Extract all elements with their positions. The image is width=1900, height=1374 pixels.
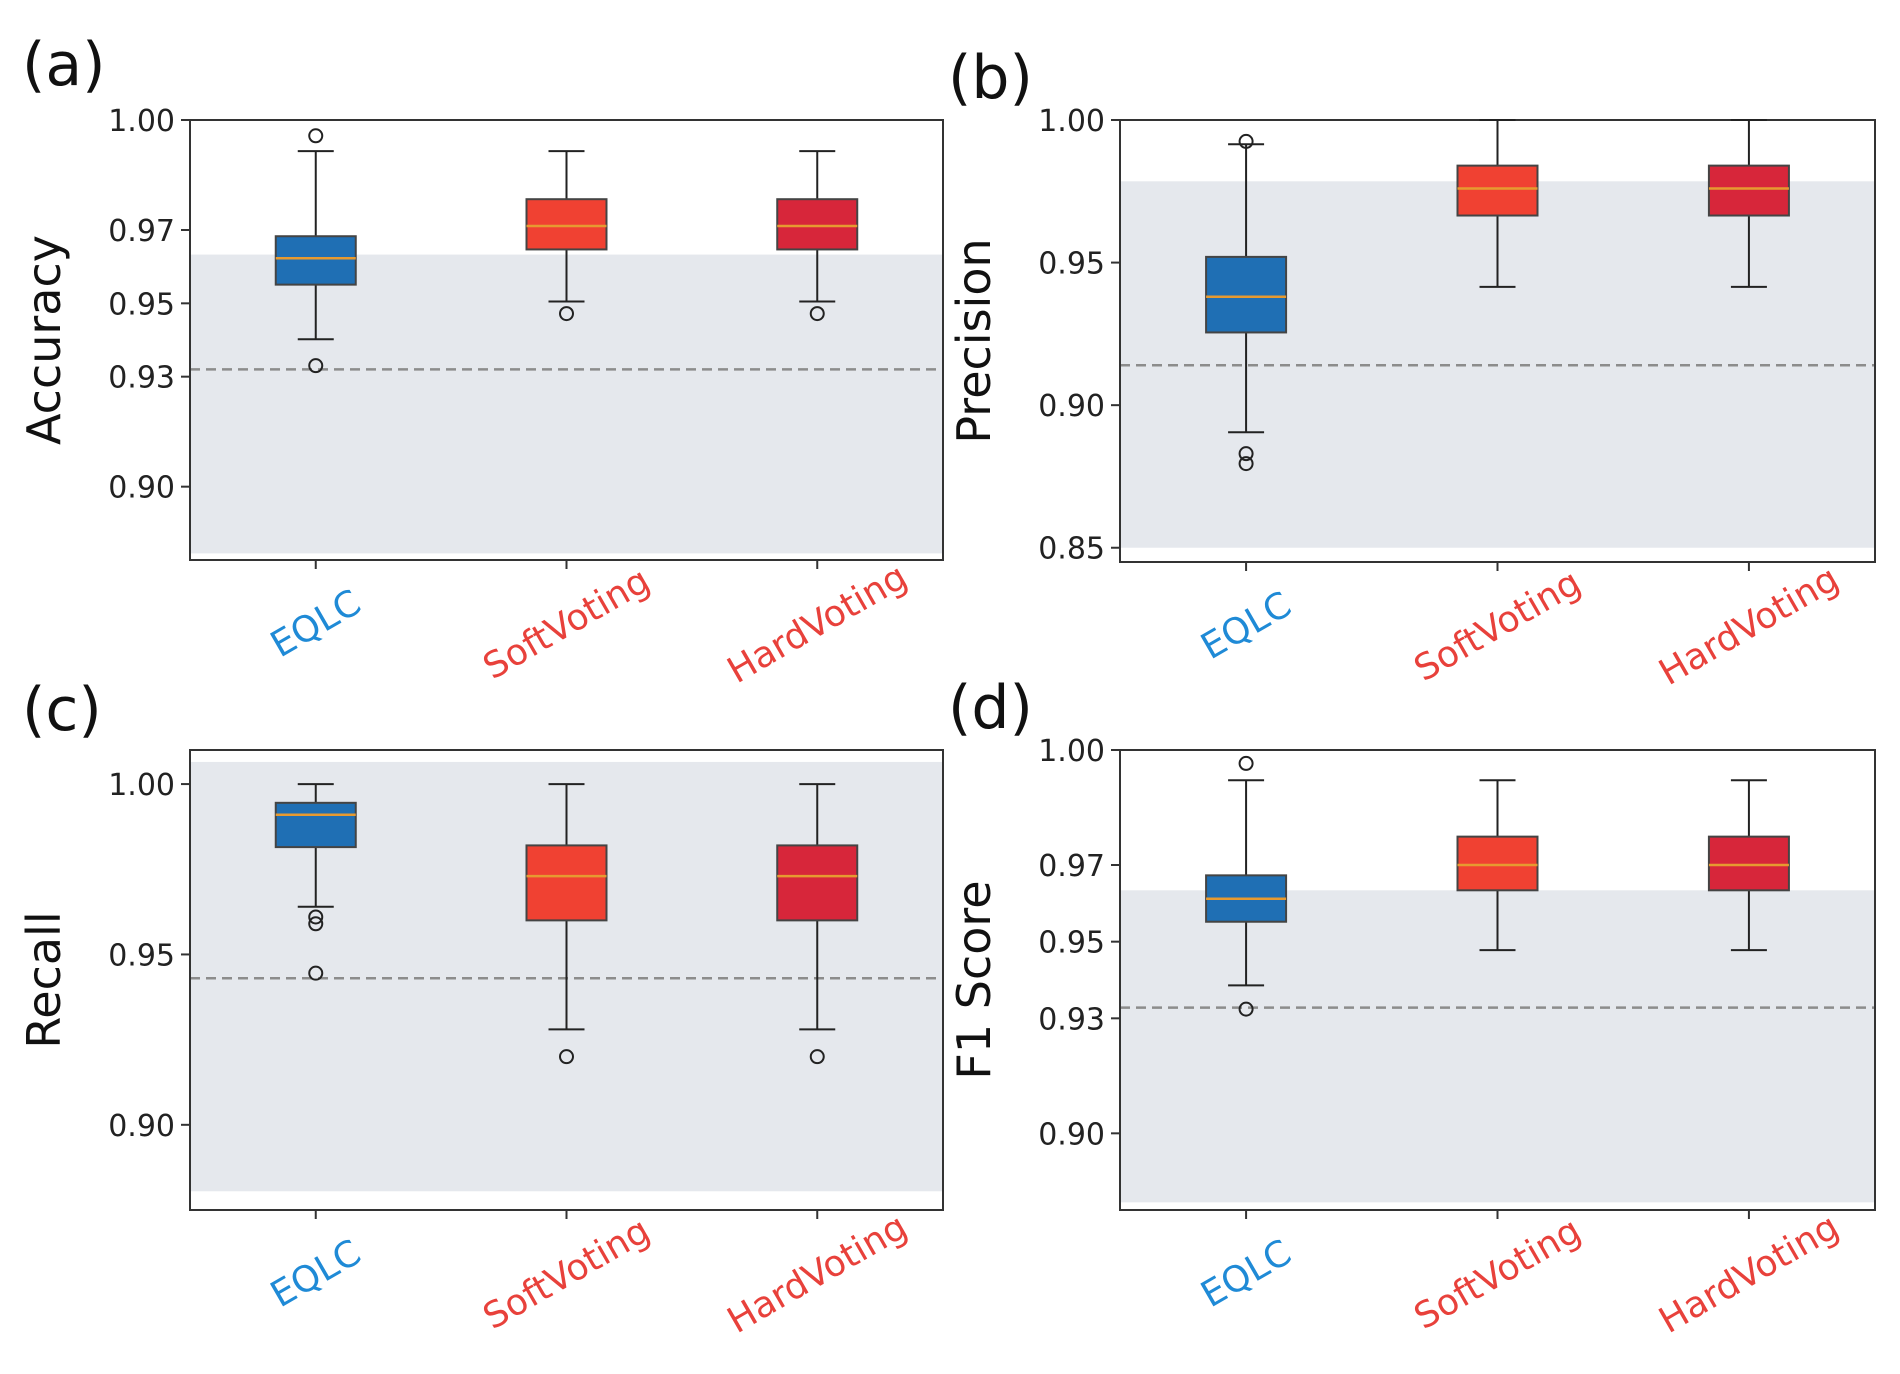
outlier-point bbox=[809, 1049, 825, 1065]
y-axis-label: Recall bbox=[17, 911, 71, 1048]
box-iqr bbox=[525, 844, 608, 922]
box-iqr bbox=[1707, 164, 1790, 217]
box-iqr bbox=[274, 801, 357, 849]
box-iqr bbox=[1205, 255, 1288, 334]
outlier-point bbox=[1238, 446, 1254, 462]
y-tick-label: 0.90 bbox=[1038, 1117, 1105, 1152]
outlier-point bbox=[308, 909, 324, 925]
y-tick-label: 0.95 bbox=[108, 287, 175, 322]
outlier-point bbox=[1238, 456, 1254, 472]
box-iqr bbox=[776, 198, 859, 251]
y-tick-label: 1.00 bbox=[108, 104, 175, 139]
panel-title: (a) bbox=[22, 30, 106, 100]
box-iqr bbox=[1456, 164, 1539, 217]
box-iqr bbox=[1707, 835, 1790, 892]
y-tick-label: 0.95 bbox=[1038, 247, 1105, 282]
panel-title: (c) bbox=[22, 675, 102, 745]
y-tick-label: 0.90 bbox=[108, 471, 175, 506]
y-tick-label: 0.93 bbox=[1038, 1002, 1105, 1037]
y-axis-label: Accuracy bbox=[17, 235, 71, 445]
box-iqr bbox=[525, 198, 608, 251]
outlier-point bbox=[809, 306, 825, 322]
y-tick-label: 0.97 bbox=[1038, 849, 1105, 884]
outlier-point bbox=[308, 916, 324, 932]
y-axis-label: Precision bbox=[947, 238, 1001, 443]
outlier-point bbox=[308, 358, 324, 374]
outlier-point bbox=[559, 1049, 574, 1065]
panel-title: (b) bbox=[948, 43, 1033, 113]
outlier-point bbox=[559, 306, 574, 322]
outlier-point bbox=[1238, 133, 1254, 149]
y-tick-label: 1.00 bbox=[1038, 734, 1105, 769]
y-axis-label: F1 Score bbox=[947, 880, 1001, 1079]
outlier-point bbox=[1238, 755, 1254, 771]
y-tick-label: 0.95 bbox=[108, 938, 175, 973]
y-tick-label: 0.93 bbox=[108, 361, 175, 396]
y-tick-label: 0.95 bbox=[1038, 926, 1105, 961]
box-iqr bbox=[1456, 835, 1539, 892]
y-tick-label: 0.90 bbox=[1038, 389, 1105, 424]
outlier-point bbox=[308, 965, 324, 981]
outlier-point bbox=[308, 128, 324, 144]
box-iqr bbox=[274, 235, 357, 286]
outlier-point bbox=[1238, 1001, 1254, 1017]
y-tick-label: 1.00 bbox=[108, 768, 175, 803]
box-iqr bbox=[776, 844, 859, 922]
panel-title: (d) bbox=[948, 673, 1033, 743]
y-tick-label: 0.97 bbox=[108, 214, 175, 249]
y-tick-label: 0.85 bbox=[1038, 532, 1105, 567]
y-tick-label: 1.00 bbox=[1038, 104, 1105, 139]
y-tick-label: 0.90 bbox=[108, 1109, 175, 1144]
